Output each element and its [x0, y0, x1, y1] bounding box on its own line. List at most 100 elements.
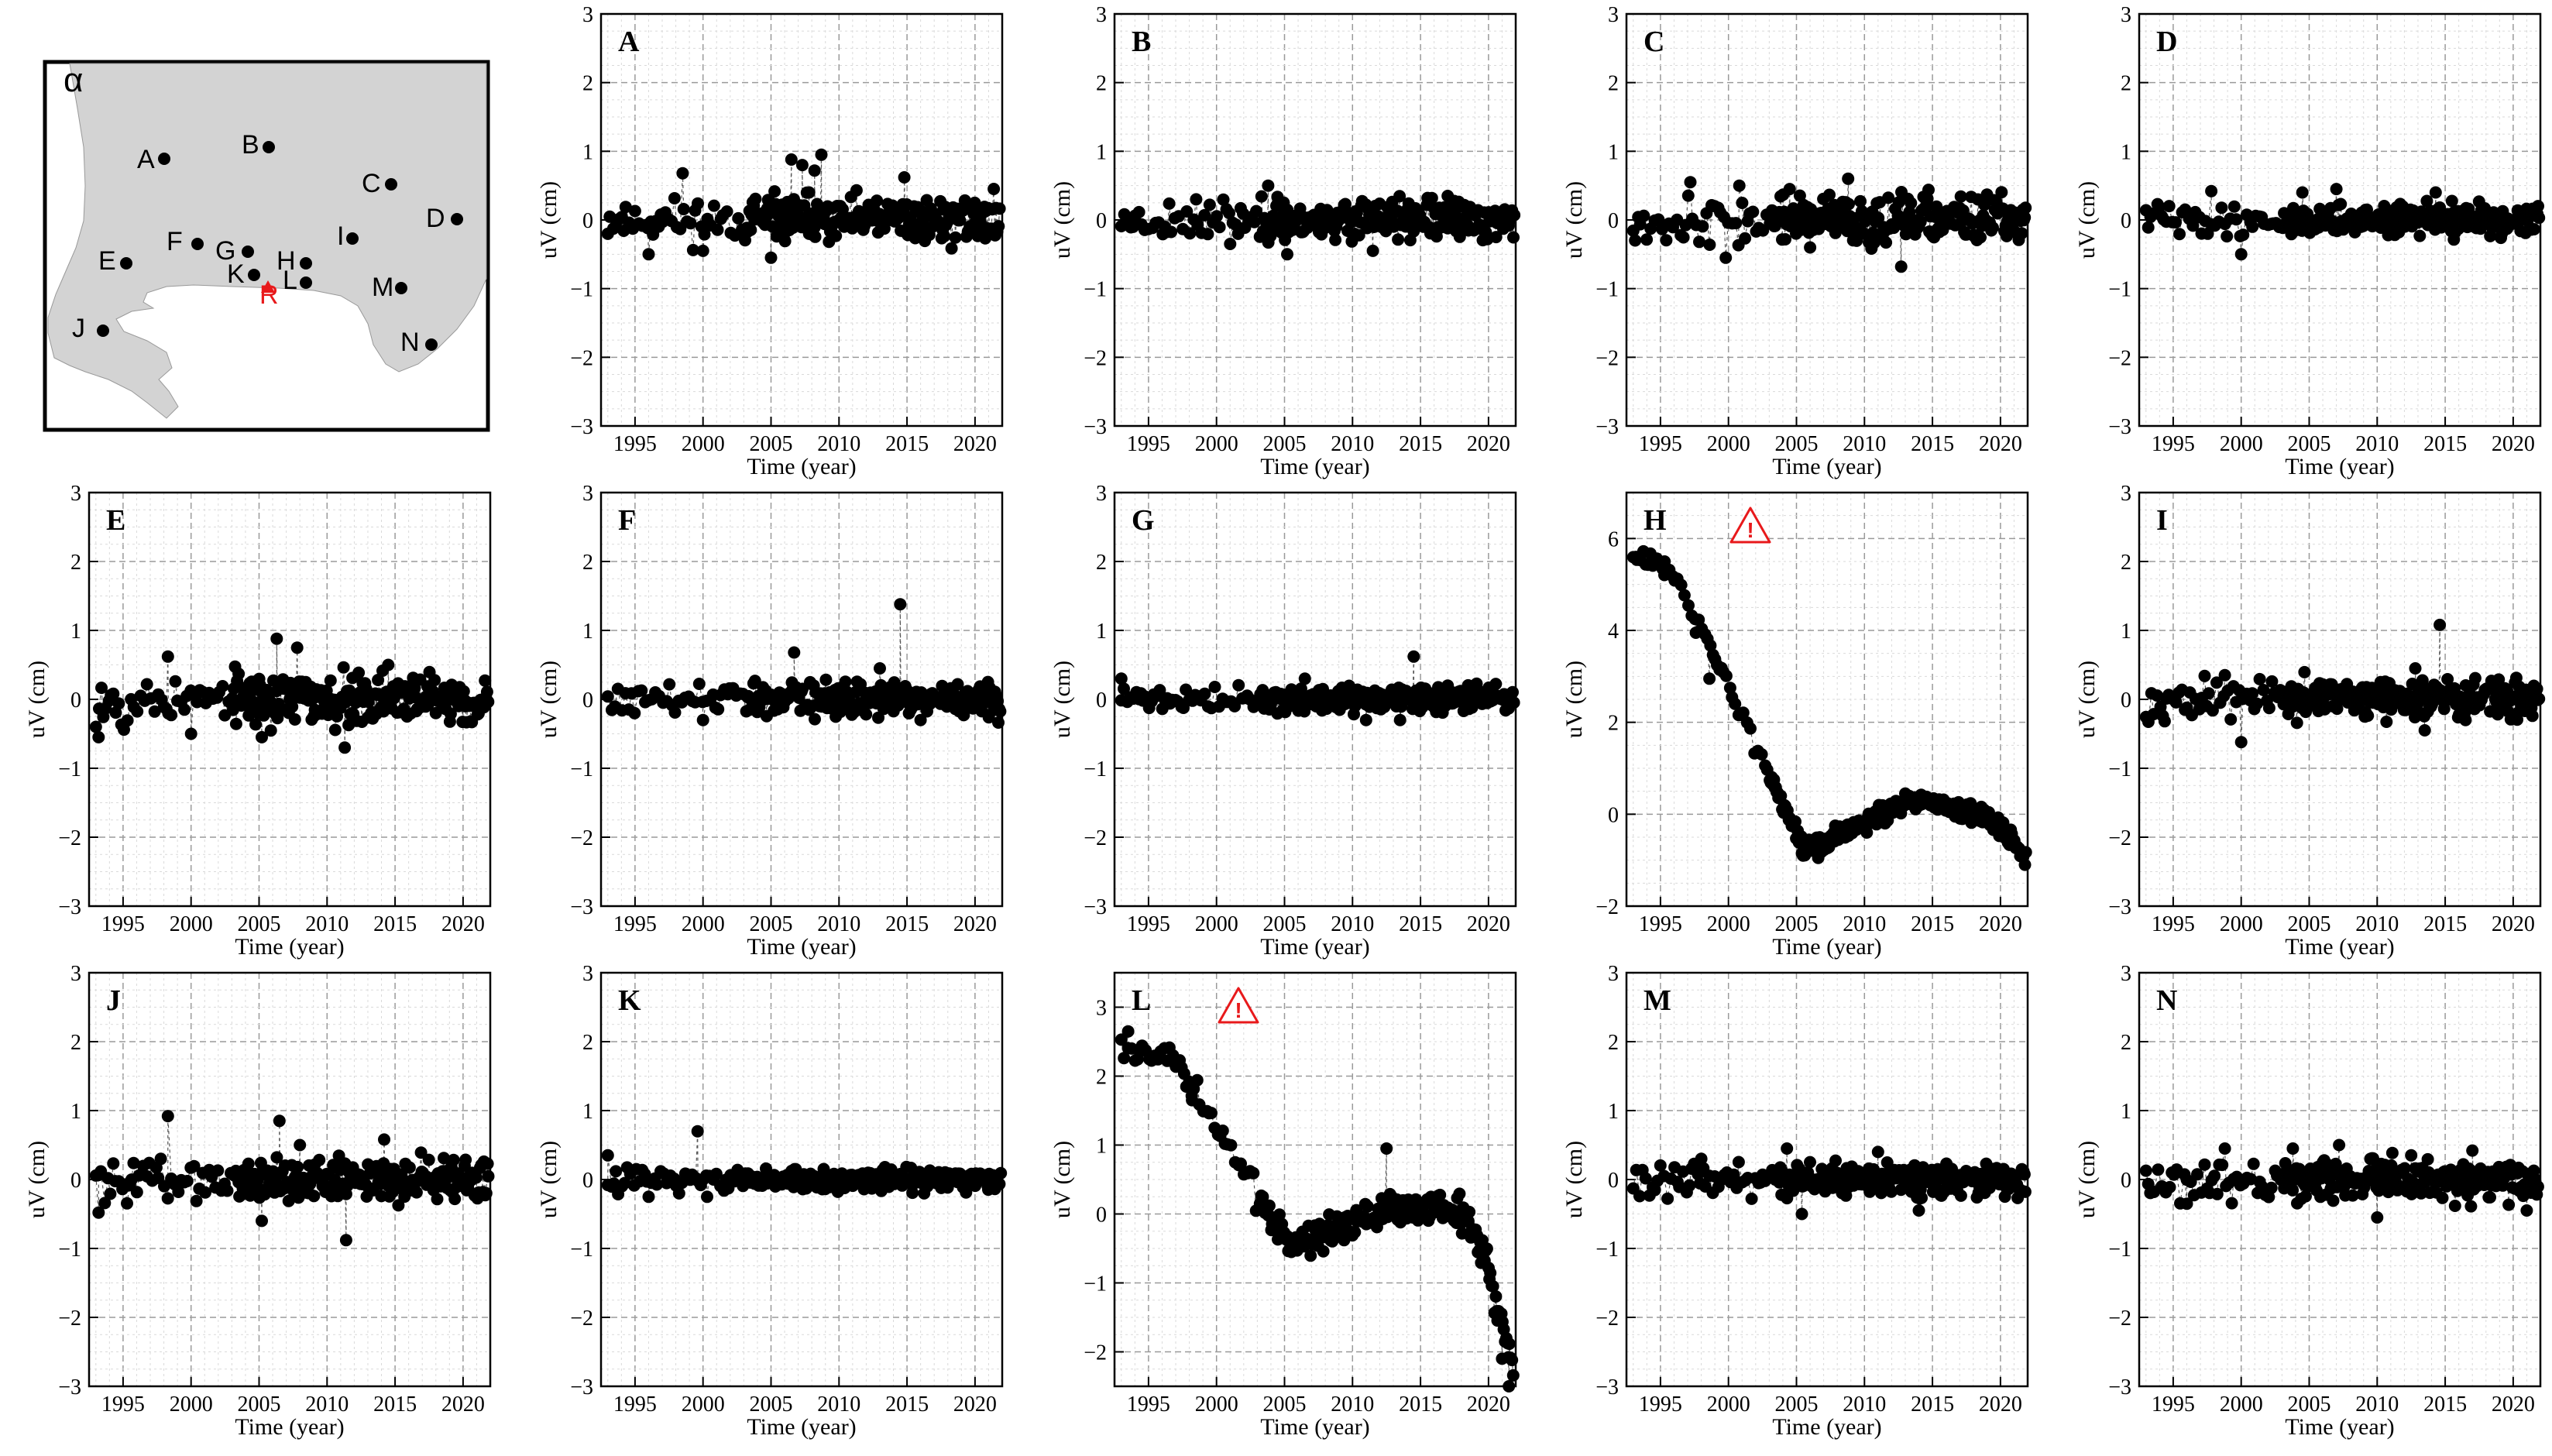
- y-tick-label: −3: [2108, 895, 2131, 919]
- data-point: [1201, 228, 1214, 241]
- data-point: [328, 723, 342, 737]
- data-point: [1854, 194, 1867, 208]
- data-point: [994, 705, 1007, 718]
- data-point: [1736, 197, 1749, 209]
- data-point: [1829, 1154, 1842, 1167]
- data-point: [2468, 671, 2482, 685]
- x-tick-label: 2010: [305, 1392, 349, 1417]
- y-axis-label: uV (cm): [1049, 181, 1075, 259]
- x-tick-label: 1995: [2152, 912, 2195, 936]
- data-point: [749, 192, 762, 205]
- data-point: [2333, 1138, 2346, 1152]
- station-label-K: K: [227, 259, 245, 289]
- data-point: [1739, 232, 1752, 245]
- data-point: [1868, 236, 1881, 249]
- data-point: [2139, 1164, 2152, 1177]
- x-axis-label: Time (year): [1772, 934, 1881, 960]
- data-point: [1304, 1249, 1317, 1262]
- y-tick-label: −3: [570, 1375, 593, 1399]
- x-tick-label: 2015: [1911, 912, 1954, 936]
- data-point: [2327, 1194, 2340, 1207]
- data-point: [785, 153, 798, 166]
- data-point: [337, 661, 350, 674]
- station-marker-K: [248, 269, 260, 281]
- data-point: [1915, 1191, 1928, 1204]
- data-point: [815, 148, 828, 161]
- station-label-M: M: [372, 273, 393, 302]
- y-tick-label: −2: [570, 346, 593, 370]
- data-point: [2158, 715, 2171, 728]
- data-point: [744, 223, 757, 236]
- y-tick-label: 1: [1096, 620, 1107, 644]
- y-tick-label: 0: [582, 1169, 593, 1193]
- map-station-markers: A B C D E F G H I J K L MN R: [72, 130, 463, 357]
- panel-A: 1995 2000 2005 2010 2015 2020 −3 −2 −1 0 1 2 3 Time (…: [536, 3, 1006, 479]
- data-point: [148, 705, 161, 718]
- data-point: [798, 199, 811, 212]
- y-tick-label: −2: [1084, 826, 1107, 850]
- y-tick-label: 1: [2121, 620, 2131, 644]
- station-marker-G: [242, 246, 254, 258]
- y-axis-label: uV (cm): [536, 661, 562, 738]
- panel-I: 1995 2000 2005 2010 2015 2020 −3 −2 −1 0 1 2 3 Time (…: [2074, 482, 2546, 960]
- data-point: [993, 1177, 1006, 1190]
- data-point: [221, 1184, 234, 1197]
- y-tick-label: 2: [1096, 551, 1107, 575]
- y-tick-label: −3: [570, 415, 593, 439]
- data-point: [1885, 1185, 1898, 1198]
- y-tick-label: −1: [570, 1238, 593, 1262]
- data-point: [1987, 221, 1999, 234]
- data-point: [1506, 685, 1519, 699]
- station-marker-N: [425, 338, 438, 351]
- data-point: [1661, 1192, 1674, 1205]
- panel-label: H: [1644, 504, 1667, 537]
- data-point: [819, 673, 833, 686]
- x-tick-label: 2015: [1399, 432, 1442, 456]
- data-point: [2227, 200, 2241, 213]
- data-point: [1747, 205, 1760, 218]
- data-point: [914, 713, 927, 726]
- data-point: [1871, 1145, 1884, 1159]
- data-point: [2015, 227, 2028, 240]
- x-tick-label: 2010: [2355, 1392, 2399, 1417]
- data-point: [2520, 1204, 2533, 1217]
- data-point: [1633, 1190, 1646, 1203]
- data-point: [270, 632, 283, 645]
- station-marker-M: [395, 282, 407, 294]
- x-tick-label: 2020: [1979, 1392, 2022, 1417]
- x-axis-label: Time (year): [235, 934, 344, 960]
- data-point: [1914, 215, 1927, 228]
- y-tick-label: 1: [2121, 1100, 2131, 1124]
- station-marker-C: [385, 178, 397, 191]
- x-tick-label: 1995: [101, 912, 145, 936]
- data-point: [2205, 184, 2218, 197]
- data-point: [1774, 789, 1788, 802]
- x-tick-label: 2005: [2287, 912, 2330, 936]
- y-tick-label: 3: [1096, 3, 1107, 27]
- data-point: [1860, 826, 1874, 839]
- data-point: [161, 1192, 174, 1205]
- data-point: [290, 641, 304, 654]
- data-point: [2247, 1157, 2260, 1170]
- data-point: [1779, 233, 1791, 246]
- y-tick-label: 2: [582, 1031, 593, 1055]
- series-A: [601, 148, 1006, 264]
- data-point: [2484, 1191, 2496, 1204]
- series-L: [1115, 1025, 1520, 1392]
- data-point: [2429, 186, 2442, 199]
- y-tick-label: −3: [58, 1375, 81, 1399]
- data-point: [288, 713, 301, 726]
- data-point: [1674, 579, 1688, 592]
- reference-station-marker: [261, 280, 275, 293]
- y-tick-label: −1: [1595, 278, 1619, 302]
- series-I: [2139, 618, 2546, 749]
- panel-label: D: [2156, 26, 2177, 58]
- data-point: [635, 684, 648, 697]
- data-point: [1677, 231, 1690, 244]
- y-tick-label: −2: [570, 1307, 593, 1331]
- warning-triangle-icon: !: [1729, 507, 1771, 544]
- y-tick-label: −2: [1595, 1307, 1619, 1331]
- data-point: [1795, 1207, 1808, 1221]
- y-tick-label: 3: [2121, 3, 2131, 27]
